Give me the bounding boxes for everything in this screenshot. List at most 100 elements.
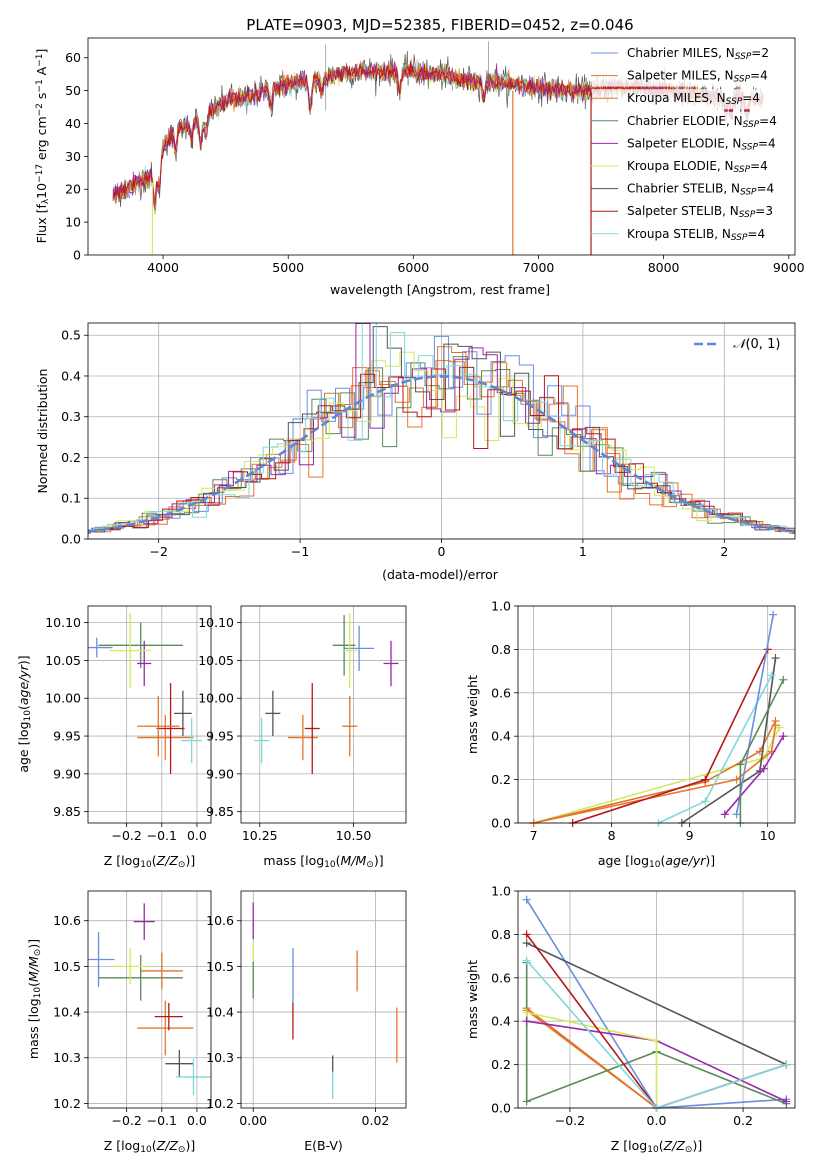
weight-line [526, 942, 787, 1066]
label-part: Salpeter ELODIE, N [627, 136, 741, 150]
label-part: mass [log [263, 853, 324, 868]
x-tick-label: 0.02 [362, 1113, 390, 1128]
label-part: )] [185, 1138, 195, 1153]
legend-bg [592, 224, 792, 245]
error-bars [252, 902, 398, 1099]
y-tick-label: 0.4 [491, 729, 511, 744]
label-part: 10 [23, 710, 33, 722]
label-part: −1 [35, 54, 45, 67]
axes-frame [240, 890, 407, 1109]
x-tick-label: 9000 [773, 260, 805, 275]
axes-frame [87, 322, 796, 540]
label-part: )] [692, 1138, 702, 1153]
label-part: ( [152, 853, 157, 868]
x-tick-label: −0.2 [111, 828, 141, 843]
axes-frame [87, 605, 212, 824]
error-bars [254, 612, 399, 774]
label-part: 10 [140, 860, 152, 870]
error-bars [88, 903, 211, 1096]
label-part: −2 [35, 103, 45, 116]
label-part: 10 [649, 860, 661, 870]
label-part: ⊙ [366, 860, 374, 870]
x-tick-label: 0.0 [187, 828, 207, 843]
y-tick-label: 10.4 [53, 1005, 81, 1020]
y-tick-label: 9.85 [53, 804, 81, 819]
label-part: 10 [33, 987, 43, 999]
y-tick-label: 0.8 [491, 927, 511, 942]
y-tick-label: 10.05 [45, 653, 81, 668]
label-part: )] [374, 853, 384, 868]
label-part: M/M [341, 853, 367, 868]
x-tick-label: 0.0 [187, 1113, 207, 1128]
label-part: (0, 1) [745, 337, 780, 352]
label-part: Flux [f [34, 204, 49, 244]
x-axis-label: E(B-V) [304, 1138, 343, 1153]
y-tick-label: 0.4 [491, 1014, 511, 1029]
label-part: =2 [751, 46, 769, 60]
y-tick-label: 10.5 [53, 959, 81, 974]
y-tick-label: 10.6 [206, 913, 234, 928]
y-axis-label: mass [log10(M/M⊙)] [26, 939, 43, 1059]
age-vs-mass-panel: 10.25 10.50 9.85 9.90 9.95 10.00 10.05 10.10 mas… [198, 605, 407, 870]
x-tick-label: 10.50 [336, 828, 372, 843]
x-axis-label: wavelength [Angstrom, rest frame] [330, 282, 550, 297]
x-axis-label: (data-model)/error [382, 567, 499, 582]
y-tick-label: 10.3 [206, 1050, 234, 1065]
label-part: )] [16, 655, 31, 665]
x-axis-label: Z [log10(Z/Z⊙)] [104, 853, 195, 870]
label-part: 10 [647, 1145, 659, 1155]
label-part: Z [log [104, 1138, 140, 1153]
legend-entry: 𝒩(0, 1) [733, 337, 780, 352]
label-part: ⊙ [685, 1145, 693, 1155]
axes-frame [517, 890, 796, 1109]
y-axis-label: mass weight [465, 960, 480, 1039]
x-tick-label: −2 [149, 544, 167, 559]
label-part: SSP [741, 143, 758, 153]
y-tick-label: 1.0 [491, 599, 511, 614]
label-part: SSP [726, 97, 743, 107]
weight-line [526, 1007, 657, 1109]
y-tick-label: 20 [65, 182, 81, 197]
y-tick-label: 30 [65, 149, 81, 164]
legend-entry: Kroupa STELIB, NSSP=4 [627, 227, 765, 243]
label-part: E(B-V) [304, 1138, 343, 1153]
label-part: erg cm [34, 116, 49, 164]
weight-line [533, 725, 777, 824]
label-part: 10 [34, 183, 49, 199]
label-part: age [log [598, 853, 649, 868]
histograms [88, 323, 795, 535]
x-tick-label: 4000 [147, 260, 179, 275]
legend-entry: Kroupa MILES, NSSP=4 [627, 91, 760, 107]
label-part: Chabrier ELODIE, N [627, 114, 743, 128]
histogram-series [88, 351, 795, 535]
y-tick-label: 0.8 [491, 642, 511, 657]
x-tick-label: 0 [438, 544, 446, 559]
label-part: age/yr [16, 664, 31, 705]
y-tick-label: 10.10 [45, 615, 81, 630]
legend-entry: Chabrier ELODIE, NSSP=4 [627, 114, 777, 130]
label-part: )] [185, 853, 195, 868]
label-part: 10 [140, 1145, 152, 1155]
figure-title: PLATE=0903, MJD=52385, FIBERID=0452, z=0… [246, 16, 633, 34]
label-part: M/M [26, 956, 41, 982]
label-part: ⊙ [33, 949, 43, 957]
y-tick-label: 10.5 [206, 959, 234, 974]
weight-vs-metallicity-panel: −0.2 0.0 0.2 0.0 0.2 0.4 0.6 0.8 1.0 Z [log10(Z/Z… [465, 884, 796, 1155]
mass-vs-reddening-panel: 0.00 0.02 10.2 10.3 10.4 10.5 10.6 E(B-V) [206, 890, 407, 1153]
legend-bg [592, 179, 792, 200]
label-part: ⊙ [178, 1145, 186, 1155]
label-part: A [34, 66, 49, 79]
y-tick-label: 0.4 [61, 368, 81, 383]
label-part: Z/Z [156, 853, 179, 868]
label-part: λ [41, 198, 51, 204]
x-tick-label: 8 [608, 828, 616, 843]
label-part: =4 [759, 114, 777, 128]
y-tick-label: 10.2 [53, 1096, 81, 1111]
label-part: Salpeter MILES, N [627, 69, 734, 83]
label-part: Z [log [611, 1138, 647, 1153]
y-tick-label: 10.10 [198, 615, 234, 630]
label-part: −17 [35, 164, 45, 183]
label-part: )] [26, 939, 41, 949]
